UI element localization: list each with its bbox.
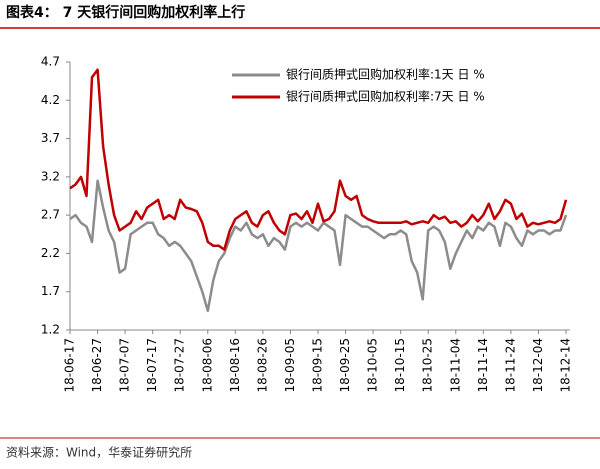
y-tick-label: 2.2 bbox=[41, 246, 60, 260]
y-tick-label: 4.2 bbox=[41, 93, 60, 107]
y-tick-label: 3.2 bbox=[41, 169, 60, 183]
y-tick-label: 3.7 bbox=[41, 131, 60, 145]
y-tick-label: 4.7 bbox=[41, 55, 60, 69]
y-tick-label: 1.2 bbox=[41, 323, 60, 337]
x-tick-label: 18-07-27 bbox=[173, 338, 187, 392]
x-tick-label: 18-08-16 bbox=[228, 338, 242, 392]
x-tick-label: 18-07-07 bbox=[118, 338, 132, 392]
legend-label: 银行间质押式回购加权利率:7天 日 % bbox=[286, 89, 485, 104]
series-line bbox=[69, 68, 568, 251]
legend-label: 银行间质押式回购加权利率:1天 日 % bbox=[286, 67, 485, 82]
x-tick-label: 18-09-05 bbox=[283, 338, 297, 392]
x-tick-label: 18-11-04 bbox=[448, 338, 462, 392]
series-line bbox=[69, 179, 568, 313]
y-tick-label: 1.7 bbox=[41, 284, 60, 298]
chart-title: 图表4： 7 天银行间回购加权利率上行 bbox=[6, 4, 245, 21]
y-tick-label: 2.7 bbox=[41, 208, 60, 222]
x-tick-label: 18-10-15 bbox=[393, 338, 407, 392]
x-tick-label: 18-12-04 bbox=[531, 338, 545, 392]
x-tick-label: 18-12-14 bbox=[559, 338, 573, 392]
x-tick-label: 18-11-24 bbox=[503, 338, 517, 392]
x-tick-label: 18-06-27 bbox=[90, 338, 104, 392]
x-tick-label: 18-10-25 bbox=[421, 338, 435, 392]
x-tick-label: 18-08-26 bbox=[255, 338, 269, 392]
x-tick-label: 18-09-25 bbox=[338, 338, 352, 392]
x-tick-label: 18-10-05 bbox=[366, 338, 380, 392]
x-tick-label: 18-06-17 bbox=[63, 338, 77, 392]
source-note: 资料来源：Wind，华泰证券研究所 bbox=[6, 445, 192, 460]
x-tick-label: 18-07-17 bbox=[145, 338, 159, 392]
x-tick-label: 18-08-06 bbox=[200, 338, 214, 392]
x-tick-label: 18-11-14 bbox=[476, 338, 490, 392]
x-tick-label: 18-09-15 bbox=[311, 338, 325, 392]
